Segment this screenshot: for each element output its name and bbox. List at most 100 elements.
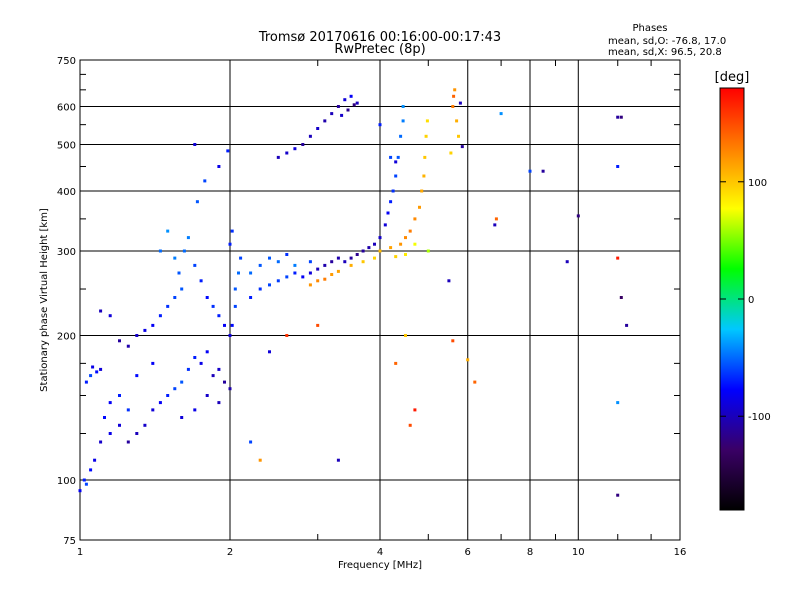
colorbar-tick-label: -100 xyxy=(748,412,771,423)
stats-line-o: mean, sd,O: -76.8, 17.0 xyxy=(608,36,726,47)
x-tick-labels: 1 2 4 6 8 10 16 xyxy=(77,547,687,558)
data-point xyxy=(493,223,497,227)
data-point xyxy=(343,98,347,102)
data-point xyxy=(576,214,580,218)
data-point xyxy=(126,408,130,412)
data-point xyxy=(258,287,262,291)
x-tick-label: 10 xyxy=(572,547,585,558)
data-point xyxy=(166,394,170,397)
data-point xyxy=(451,339,455,343)
data-point xyxy=(336,105,340,108)
data-point xyxy=(330,273,334,276)
data-point xyxy=(89,468,93,472)
data-points xyxy=(78,88,629,497)
data-point xyxy=(228,334,232,337)
data-point xyxy=(118,394,121,397)
data-point xyxy=(223,323,226,327)
plot-area xyxy=(78,59,681,541)
data-point xyxy=(373,256,376,260)
data-point xyxy=(89,374,93,378)
data-point xyxy=(343,260,347,264)
x-tick-label: 16 xyxy=(674,547,687,558)
data-point xyxy=(457,134,460,138)
data-point xyxy=(460,145,464,149)
data-point xyxy=(205,296,209,299)
data-point xyxy=(394,255,398,259)
y-axis-label: Stationary phase Virtual Height [km] xyxy=(39,208,50,392)
data-point xyxy=(413,242,417,246)
data-point xyxy=(394,160,398,164)
data-point xyxy=(193,263,197,267)
data-point xyxy=(230,323,234,327)
data-point xyxy=(316,279,320,283)
data-point xyxy=(285,334,289,337)
data-point xyxy=(84,380,88,384)
data-point xyxy=(193,143,197,146)
data-point xyxy=(383,223,387,227)
data-point xyxy=(458,101,462,105)
data-point xyxy=(93,458,97,462)
data-point xyxy=(386,211,390,215)
data-point xyxy=(95,370,99,374)
data-point xyxy=(285,151,289,155)
data-point xyxy=(126,344,130,348)
data-point xyxy=(452,94,456,98)
data-point xyxy=(177,271,181,275)
data-point xyxy=(455,119,459,123)
data-point xyxy=(151,323,155,327)
data-point xyxy=(158,401,162,405)
data-point xyxy=(193,356,197,359)
data-point xyxy=(126,440,130,444)
data-point xyxy=(323,263,327,267)
data-point xyxy=(84,482,88,486)
data-point xyxy=(420,189,424,193)
data-point xyxy=(616,401,620,405)
data-point xyxy=(301,275,305,279)
x-tick-label: 4 xyxy=(377,547,383,558)
data-point xyxy=(82,478,86,482)
data-point xyxy=(99,440,103,444)
data-point xyxy=(316,323,320,327)
data-point xyxy=(399,134,403,138)
data-point xyxy=(99,309,103,313)
y-tick-label: 400 xyxy=(57,187,76,198)
data-point xyxy=(447,279,451,283)
data-point xyxy=(173,387,177,391)
data-point xyxy=(151,361,155,365)
data-point xyxy=(78,489,82,493)
data-point xyxy=(616,256,620,260)
data-point xyxy=(340,113,344,117)
data-point xyxy=(249,271,253,275)
data-point xyxy=(404,236,407,240)
data-point xyxy=(391,189,395,193)
data-point xyxy=(413,408,417,412)
data-point xyxy=(199,279,203,283)
data-point xyxy=(308,134,312,138)
data-point xyxy=(276,155,280,159)
y-tick-labels: 75 100 200 300 400 500 600 750 xyxy=(57,56,76,547)
data-point xyxy=(237,271,240,275)
data-point xyxy=(276,260,280,264)
data-point xyxy=(173,256,177,260)
data-point xyxy=(453,88,457,92)
colorbar-tick-label: 100 xyxy=(748,178,767,189)
data-point xyxy=(308,260,312,264)
data-point xyxy=(541,169,545,173)
data-point xyxy=(616,115,620,119)
data-point xyxy=(349,94,353,98)
data-point xyxy=(233,287,237,291)
data-point xyxy=(394,361,398,365)
y-tick-label: 200 xyxy=(57,332,76,343)
data-point xyxy=(396,155,400,159)
data-point xyxy=(330,260,334,264)
chart-title: Tromsø 20170616 00:16:00-00:17:43 xyxy=(258,30,501,45)
data-point xyxy=(378,236,382,240)
minor-ticks xyxy=(80,60,680,540)
data-point xyxy=(118,423,121,427)
data-point xyxy=(330,112,334,116)
data-point xyxy=(378,123,382,127)
data-point xyxy=(399,242,403,246)
y-tick-label: 750 xyxy=(57,56,76,67)
data-point xyxy=(367,246,371,250)
data-point xyxy=(413,217,417,221)
